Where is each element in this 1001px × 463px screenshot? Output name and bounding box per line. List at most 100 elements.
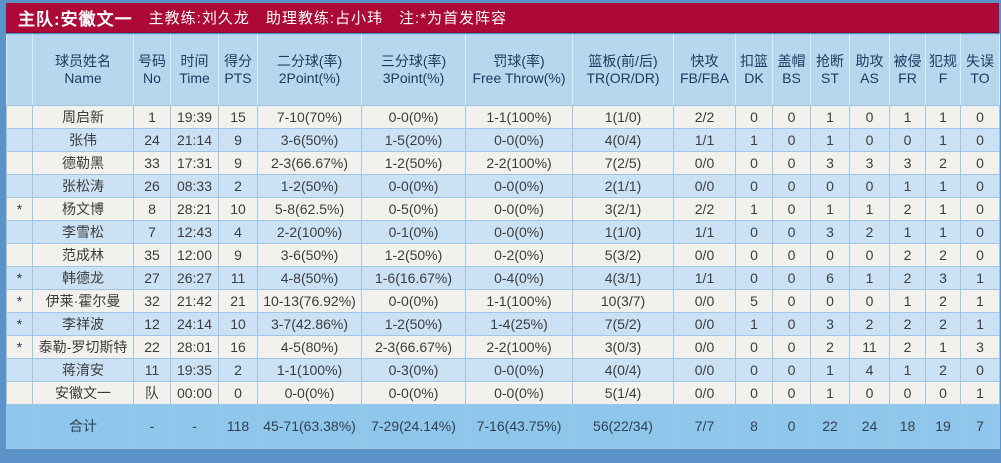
cell-p3: 1-6(16.67%): [361, 266, 466, 290]
cell-as: 0: [849, 128, 890, 152]
cell-time: 19:35: [170, 358, 219, 382]
cell-p3: 1-2(50%): [361, 243, 466, 267]
cell-f: 2: [925, 151, 961, 175]
player-row: * 杨文博 8 28:21 10 5-8(62.5%) 0-5(0%) 0-0(0%) 3(2/…: [6, 197, 1000, 221]
total-cell-time: -: [170, 404, 219, 449]
cell-p3: 0-0(0%): [361, 174, 466, 198]
cell-tr: 4(0/4): [572, 128, 674, 152]
cell-ft: 0-0(0%): [465, 128, 573, 152]
cell-pts: 2: [218, 174, 258, 198]
total-cell-f: 19: [925, 404, 961, 449]
cell-no: 35: [133, 243, 171, 267]
cell-as: 0: [849, 381, 890, 405]
cell-fb: 1/1: [673, 128, 736, 152]
col-header-fb: 快攻 FB/FBA: [673, 34, 736, 106]
col-header-to: 失误 TO: [960, 34, 1000, 106]
col-header-fr: 被侵 FR: [889, 34, 926, 106]
cell-to: 0: [960, 243, 1000, 267]
cell-p2: 10-13(76.92%): [257, 289, 362, 313]
cell-name: 范成林: [32, 243, 134, 267]
cell-dk: 0: [735, 266, 773, 290]
cell-no: 32: [133, 289, 171, 313]
player-stats-table: 球员姓名 Name 号码 No 时间 Time 得分 PTS 二分球(率) 2Point(%) 三分…: [6, 34, 1000, 449]
cell-p3: 1-5(20%): [361, 128, 466, 152]
cell-tr: 3(0/3): [572, 335, 674, 359]
cell-st: 1: [810, 358, 850, 382]
cell-tr: 1(1/0): [572, 105, 674, 129]
starter-note-label: 注:*为首发阵容: [399, 10, 508, 27]
cell-dk: 0: [735, 105, 773, 129]
cell-name: 德勒黑: [32, 151, 134, 175]
cell-no: 7: [133, 220, 171, 244]
cell-as: 2: [849, 220, 890, 244]
cell-f: 2: [925, 358, 961, 382]
cell-as: 3: [849, 151, 890, 175]
cell-pts: 15: [218, 105, 258, 129]
cell-fr: 1: [889, 220, 926, 244]
cell-to: 3: [960, 335, 1000, 359]
cell-st: 1: [810, 197, 850, 221]
cell-bs: 0: [772, 266, 811, 290]
cell-time: 28:01: [170, 335, 219, 359]
cell-to: 1: [960, 266, 1000, 290]
cell-star: [6, 105, 33, 129]
cell-p3: 0-0(0%): [361, 289, 466, 313]
total-row: 合计 - -118 45-71(63.38%) 7-29(24.14%) 7-16(43.…: [6, 404, 1000, 449]
total-cell-st: 22: [810, 404, 850, 449]
cell-ft: 2-2(100%): [465, 335, 573, 359]
cell-st: 1: [810, 105, 850, 129]
cell-f: 0: [925, 381, 961, 405]
cell-f: 2: [925, 312, 961, 336]
cell-st: 1: [810, 381, 850, 405]
col-header-name: 球员姓名 Name: [32, 34, 134, 106]
cell-dk: 0: [735, 358, 773, 382]
cell-time: 21:42: [170, 289, 219, 313]
cell-star: *: [6, 312, 33, 336]
total-cell-p3: 7-29(24.14%): [361, 404, 466, 449]
cell-ft: 1-1(100%): [465, 105, 573, 129]
cell-p2: 3-6(50%): [257, 243, 362, 267]
cell-no: 24: [133, 128, 171, 152]
cell-tr: 5(3/2): [572, 243, 674, 267]
cell-no: 12: [133, 312, 171, 336]
cell-time: 19:39: [170, 105, 219, 129]
cell-bs: 0: [772, 381, 811, 405]
cell-ft: 1-4(25%): [465, 312, 573, 336]
cell-no: 33: [133, 151, 171, 175]
cell-name: 李祥波: [32, 312, 134, 336]
cell-time: 17:31: [170, 151, 219, 175]
cell-dk: 1: [735, 197, 773, 221]
col-header-as: 助攻 AS: [849, 34, 890, 106]
cell-no: 22: [133, 335, 171, 359]
cell-bs: 0: [772, 174, 811, 198]
cell-tr: 1(1/0): [572, 220, 674, 244]
cell-name: 韩德龙: [32, 266, 134, 290]
total-cell-no: -: [133, 404, 171, 449]
cell-pts: 16: [218, 335, 258, 359]
cell-as: 0: [849, 174, 890, 198]
cell-to: 0: [960, 128, 1000, 152]
cell-p2: 4-5(80%): [257, 335, 362, 359]
cell-pts: 9: [218, 243, 258, 267]
cell-fb: 2/2: [673, 197, 736, 221]
cell-f: 1: [925, 174, 961, 198]
cell-to: 0: [960, 220, 1000, 244]
cell-st: 3: [810, 151, 850, 175]
cell-st: 3: [810, 312, 850, 336]
cell-as: 0: [849, 105, 890, 129]
cell-p2: 3-7(42.86%): [257, 312, 362, 336]
cell-as: 0: [849, 289, 890, 313]
cell-bs: 0: [772, 289, 811, 313]
total-cell-star: [6, 404, 33, 449]
cell-ft: 0-2(0%): [465, 243, 573, 267]
col-header-dk: 扣篮 DK: [735, 34, 773, 106]
cell-p3: 0-3(0%): [361, 358, 466, 382]
total-cell-pts: 118: [218, 404, 258, 449]
cell-fb: 0/0: [673, 335, 736, 359]
cell-pts: 9: [218, 128, 258, 152]
cell-to: 0: [960, 105, 1000, 129]
cell-no: 8: [133, 197, 171, 221]
cell-fr: 1: [889, 358, 926, 382]
cell-bs: 0: [772, 128, 811, 152]
cell-to: 1: [960, 289, 1000, 313]
